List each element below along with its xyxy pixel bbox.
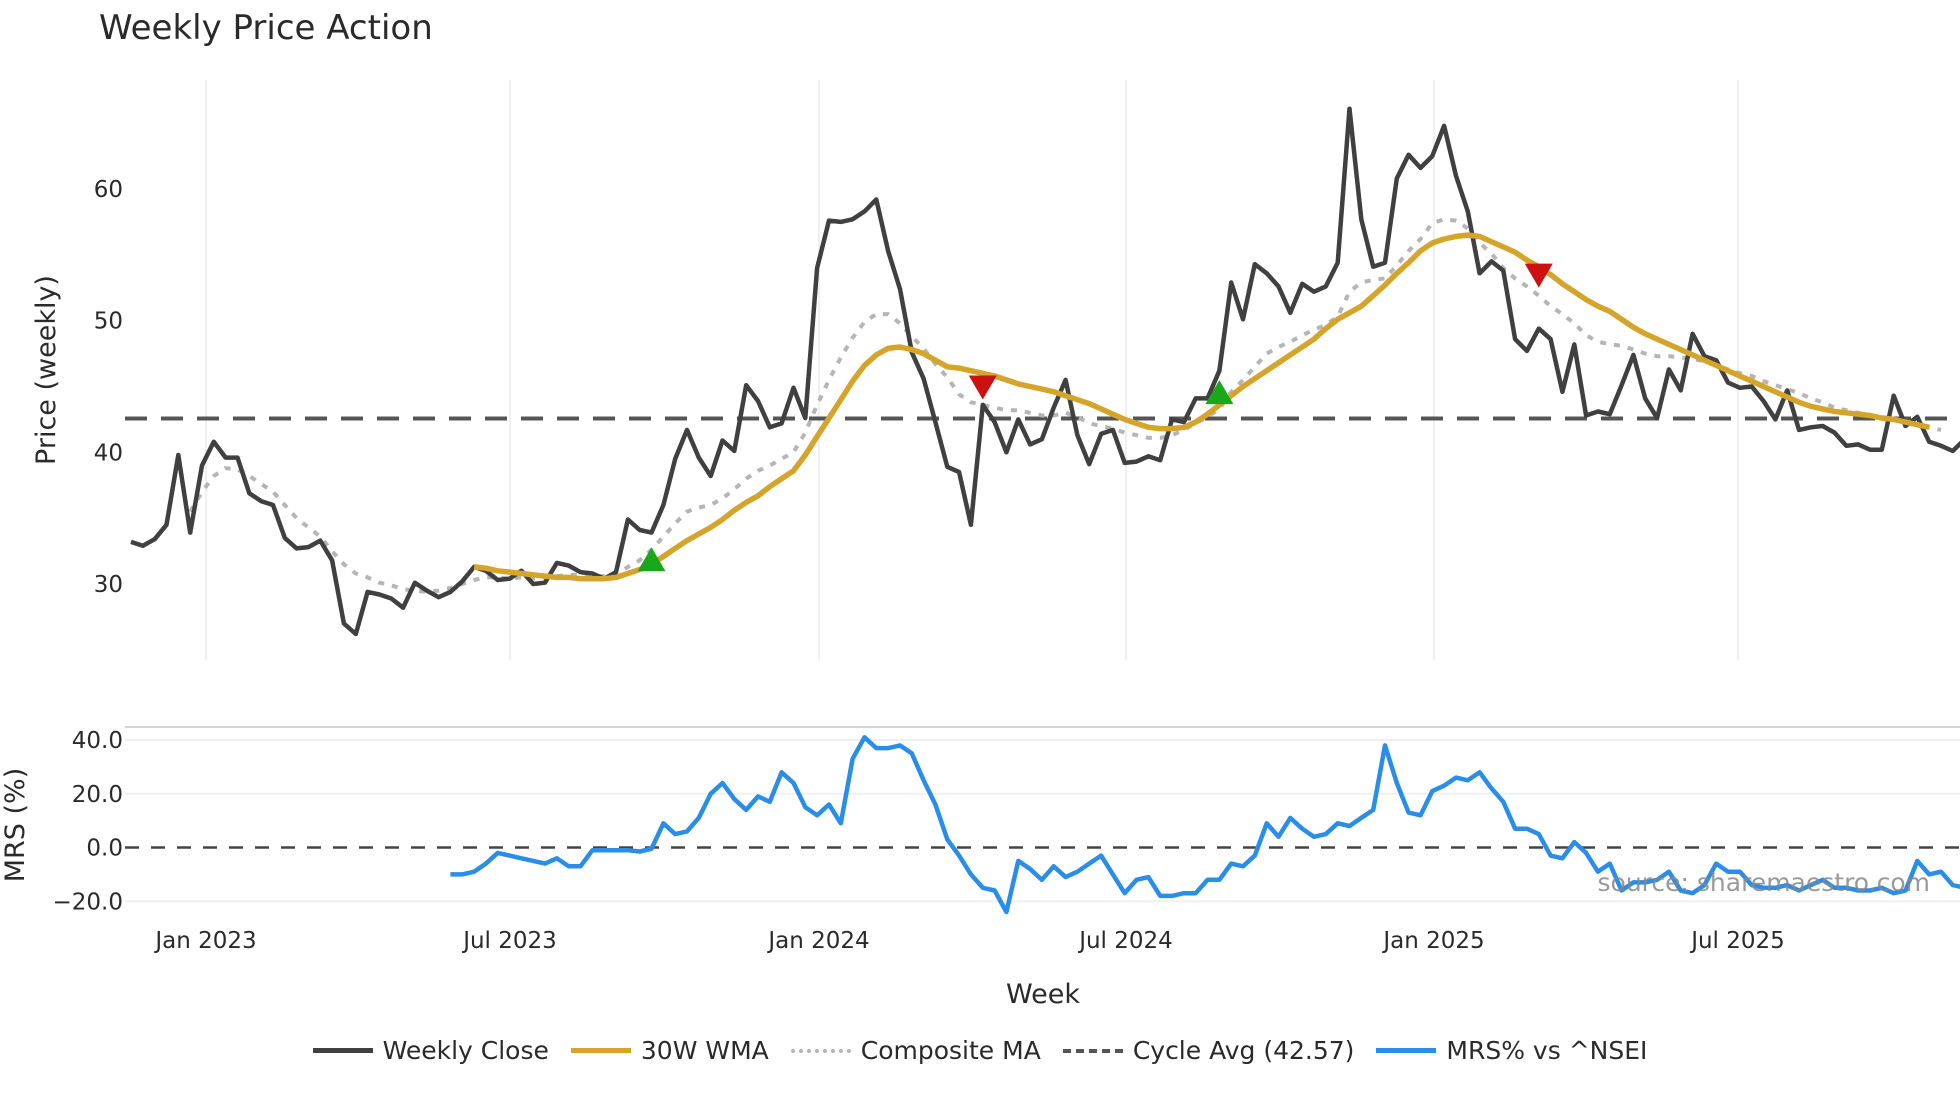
buy-signal-marker [1205,380,1234,405]
sell-signal-marker [1524,263,1553,288]
legend-label: 30W WMA [640,1036,769,1065]
x-tick: Jul 2025 [1689,928,1785,954]
legend-item[interactable]: Weekly Close [312,1036,549,1065]
x-tick: Jul 2023 [461,928,557,954]
price-tick: 50 [94,309,123,335]
legend-label: Weekly Close [382,1036,549,1065]
chart-title: Weekly Price Action [99,8,433,48]
weekly-close-line [130,106,1960,637]
price-tick: 40 [94,440,123,466]
legend-swatch-icon [1062,1048,1123,1053]
mrs-tick: −20.0 [53,889,123,915]
legend-swatch-icon [312,1048,373,1053]
x-axis-label: Week [1006,979,1080,1010]
legend-item[interactable]: Cycle Avg (42.57) [1062,1036,1355,1065]
watermark: source: sharemaestro.com [1598,868,1931,897]
x-tick: Jan 2025 [1381,928,1484,954]
legend-item[interactable]: MRS% vs ^NSEI [1376,1036,1647,1065]
legend-label: Composite MA [860,1036,1041,1065]
mrs-tick: 40.0 [72,728,123,754]
mrs-tick: 0.0 [86,836,123,862]
legend-swatch-icon [1376,1048,1437,1053]
buy-signal-marker [637,547,666,572]
legend-item[interactable]: 30W WMA [570,1036,769,1065]
mrs-axis-label: MRS (%) [0,768,31,883]
wma-30w-line [473,232,1930,582]
price-axis-label: Price (weekly) [31,275,62,465]
legend-label: MRS% vs ^NSEI [1446,1036,1648,1065]
mrs-tick: 20.0 [72,782,123,808]
legend-swatch-icon [790,1048,851,1053]
mrs-line [450,735,1960,915]
sell-signal-marker [968,375,997,400]
legend: Weekly Close 30W WMA Composite MA Cycle Avg… [0,1036,1960,1065]
price-tick: 30 [94,572,123,598]
legend-item[interactable]: Composite MA [790,1036,1041,1065]
x-tick: Jul 2024 [1077,928,1173,954]
legend-swatch-icon [570,1048,631,1053]
x-tick: Jan 2024 [766,928,869,954]
x-tick: Jan 2023 [153,928,256,954]
legend-label: Cycle Avg (42.57) [1132,1036,1355,1065]
composite-ma-line [188,217,1942,594]
price-tick: 60 [94,177,123,203]
